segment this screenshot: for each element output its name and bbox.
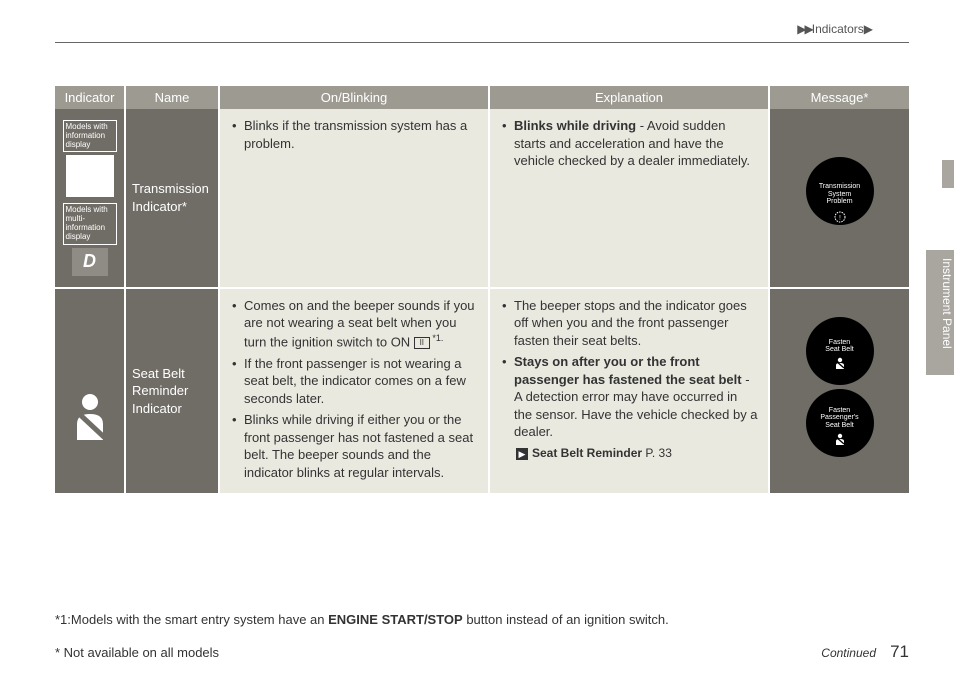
th-indicator: Indicator: [55, 86, 125, 109]
th-name: Name: [125, 86, 219, 109]
models-info-display-label: Models with information display: [63, 120, 117, 152]
table-row: Models with information display Models w…: [55, 109, 909, 288]
footnote-1: *1:Models with the smart entry system ha…: [55, 612, 669, 627]
indicators-table: Indicator Name On/Blinking Explanation M…: [55, 86, 909, 495]
exp-bold: Stays on after you or the front passenge…: [514, 354, 742, 387]
breadcrumb: ▶▶Indicators▶: [797, 22, 871, 36]
transmission-d-icon-small: [72, 248, 108, 276]
cell-exp-transmission: Blinks while driving - Avoid sudden star…: [489, 109, 769, 288]
exp-bullet: Stays on after you or the front passenge…: [500, 353, 758, 441]
seatbelt-small-icon: [833, 356, 847, 370]
cell-indicator-seatbelt: [55, 288, 125, 495]
page-number: 71: [890, 642, 909, 662]
on-bullet: Blinks if the transmission system has a …: [230, 117, 478, 152]
header-rule: [55, 42, 909, 43]
cell-exp-seatbelt: The beeper stops and the indicator goes …: [489, 288, 769, 495]
side-tab: Instrument Panel: [926, 250, 954, 375]
cell-indicator-transmission: Models with information display Models w…: [55, 109, 125, 288]
th-explanation: Explanation: [489, 86, 769, 109]
table-row: Seat Belt Reminder Indicator Comes on an…: [55, 288, 909, 495]
cell-on-transmission: Blinks if the transmission system has a …: [219, 109, 489, 288]
breadcrumb-arrows: ▶▶: [797, 22, 811, 36]
cell-msg-transmission: Transmission System Problem !: [769, 109, 909, 288]
on-bullet: If the front passenger is not wearing a …: [230, 355, 478, 408]
transmission-problem-msg-icon: Transmission System Problem !: [806, 157, 874, 225]
exp-bullet: Blinks while driving - Avoid sudden star…: [500, 117, 758, 170]
breadcrumb-label: Indicators: [812, 22, 864, 36]
cell-on-seatbelt: Comes on and the beeper sounds if you ar…: [219, 288, 489, 495]
cross-reference: ▶Seat Belt Reminder P. 33: [500, 445, 758, 461]
cell-msg-seatbelt: Fasten Seat Belt Fasten Passenger's Seat…: [769, 288, 909, 495]
th-on-blinking: On/Blinking: [219, 86, 489, 109]
gear-warning-icon: !: [833, 210, 847, 224]
svg-text:!: !: [839, 216, 841, 222]
exp-bullet: The beeper stops and the indicator goes …: [500, 297, 758, 350]
side-tab-notch: [942, 160, 954, 188]
fasten-passenger-seatbelt-msg-icon: Fasten Passenger's Seat Belt: [806, 389, 874, 457]
on-bullet: Blinks while driving if either you or th…: [230, 411, 478, 481]
breadcrumb-arrows-end: ▶: [864, 22, 871, 36]
continued-label: Continued: [821, 646, 876, 660]
seatbelt-icon: [67, 390, 113, 442]
seatbelt-small-icon: [833, 432, 847, 446]
ignition-on-icon: II: [414, 337, 430, 349]
cell-name-transmission: Transmission Indicator*: [125, 109, 219, 288]
transmission-d-icon: [66, 155, 114, 197]
models-multi-info-display-label: Models with multi-information display: [63, 203, 117, 244]
cell-name-seatbelt: Seat Belt Reminder Indicator: [125, 288, 219, 495]
footnote-2: * Not available on all models: [55, 645, 219, 660]
on-bullet: Comes on and the beeper sounds if you ar…: [230, 297, 478, 351]
fasten-seatbelt-msg-icon: Fasten Seat Belt: [806, 317, 874, 385]
ref-box-icon: ▶: [516, 448, 528, 460]
th-message: Message*: [769, 86, 909, 109]
exp-bold: Blinks while driving: [514, 118, 636, 133]
